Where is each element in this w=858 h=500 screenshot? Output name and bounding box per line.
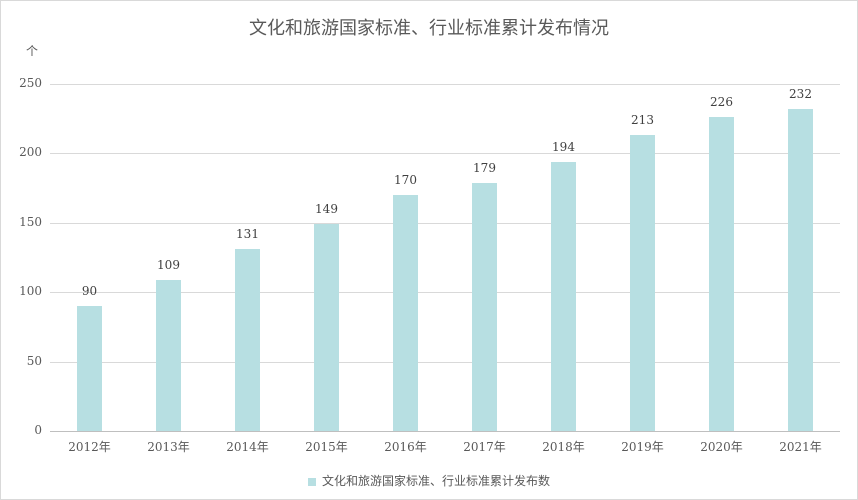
bar[interactable] xyxy=(788,108,813,431)
y-tick-label: 100 xyxy=(19,284,42,299)
legend-swatch-icon xyxy=(307,477,316,486)
x-tick-label: 2013年 xyxy=(147,440,190,454)
x-tick-label: 2014年 xyxy=(226,440,269,454)
x-tick-label: 2021年 xyxy=(779,440,822,454)
gridline xyxy=(50,84,840,85)
x-tick-label: 2016年 xyxy=(384,440,427,454)
gridline xyxy=(50,292,840,294)
bar[interactable] xyxy=(630,135,655,431)
bar[interactable] xyxy=(709,117,734,431)
bar-value-label: 149 xyxy=(315,202,338,217)
bar-value-label: 179 xyxy=(473,160,496,175)
y-tick-label: 200 xyxy=(19,145,42,160)
y-axis-unit-label: 个 xyxy=(26,44,39,58)
bar[interactable] xyxy=(314,224,339,431)
x-axis-line xyxy=(50,431,840,432)
gridline xyxy=(50,361,840,363)
bar-value-label: 109 xyxy=(157,257,180,272)
x-tick-label: 2015年 xyxy=(305,440,348,454)
bar-value-label: 90 xyxy=(81,284,98,299)
bar-value-label: 213 xyxy=(631,113,654,128)
bar-value-label: 226 xyxy=(710,95,733,110)
x-tick-label: 2019年 xyxy=(621,440,664,454)
x-tick-label: 2018年 xyxy=(542,440,585,454)
x-tick-label: 2012年 xyxy=(68,440,111,454)
bar-value-label: 170 xyxy=(394,173,417,188)
gridline xyxy=(50,222,840,224)
bar[interactable] xyxy=(235,249,260,431)
bar-value-label: 131 xyxy=(236,227,259,242)
chart-title: 文化和旅游国家标准、行业标准累计发布情况 xyxy=(249,18,609,39)
legend-label: 文化和旅游国家标准、行业标准累计发布数 xyxy=(321,474,550,488)
bar[interactable] xyxy=(472,182,497,431)
y-tick-label: 250 xyxy=(19,76,42,90)
bar[interactable] xyxy=(156,279,181,431)
y-tick-label: 50 xyxy=(26,353,42,368)
gridline xyxy=(50,153,840,155)
bar[interactable] xyxy=(77,306,102,431)
bar-value-label: 194 xyxy=(552,139,575,154)
bar[interactable] xyxy=(393,195,418,431)
y-tick-label: 150 xyxy=(19,214,42,229)
legend: 文化和旅游国家标准、行业标准累计发布数 xyxy=(0,472,858,489)
x-tick-label: 2020年 xyxy=(700,440,743,454)
x-tick-label: 2017年 xyxy=(463,440,506,454)
bar[interactable] xyxy=(551,161,576,431)
bar-value-label: 232 xyxy=(789,86,812,101)
y-tick-label: 0 xyxy=(34,423,42,437)
